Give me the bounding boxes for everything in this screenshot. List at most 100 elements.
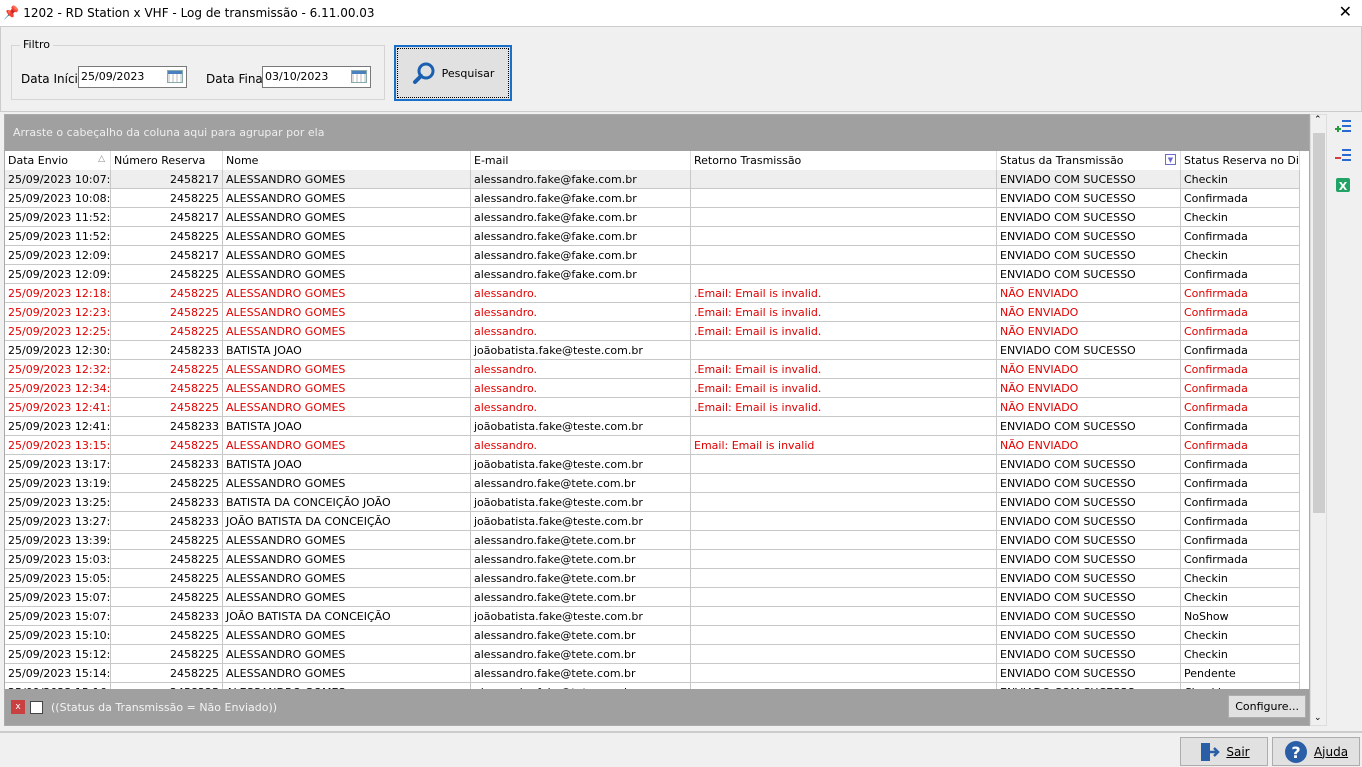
column-header-status-transmissao[interactable]: Status da Transmissão ▼ [997,151,1181,170]
table-cell: Confirmada [1181,398,1300,417]
table-row[interactable]: 25/09/2023 12:09:262458217ALESSANDRO GOM… [5,246,1309,265]
table-cell: alessandro.fake@tete.com.br [471,569,691,588]
table-cell: NÃO ENVIADO [997,398,1181,417]
exit-button[interactable]: Sair [1180,737,1268,766]
table-cell: 25/09/2023 12:09:26 [5,246,111,265]
clear-filter-icon[interactable]: x [11,700,25,714]
table-row[interactable]: 25/09/2023 11:52:352458225ALESSANDRO GOM… [5,227,1309,246]
filter-icon[interactable]: ▼ [1165,154,1176,165]
excel-export-icon[interactable]: X [1333,175,1353,195]
table-row[interactable]: 25/09/2023 12:30:022458233BATISTA JOAOjo… [5,341,1309,360]
table-cell: Checkin [1181,626,1300,645]
expand-rows-icon[interactable] [1333,117,1353,137]
column-header-nome[interactable]: Nome [223,151,471,170]
column-header-data-envio[interactable]: Data Envio △ [5,151,111,170]
table-cell: 25/09/2023 12:41:07 [5,417,111,436]
help-button[interactable]: ? Ajuda [1272,737,1360,766]
table-row[interactable]: 25/09/2023 13:17:372458233BATISTA JOAOjo… [5,455,1309,474]
column-header-status-reserva[interactable]: Status Reserva no Dia [1181,151,1300,170]
table-row[interactable]: 25/09/2023 10:08:132458225ALESSANDRO GOM… [5,189,1309,208]
table-row[interactable]: 25/09/2023 15:14:212458225ALESSANDRO GOM… [5,664,1309,683]
table-cell: ALESSANDRO GOMES [223,645,471,664]
table-cell [691,588,997,607]
column-header-numero-reserva[interactable]: Número Reserva [111,151,223,170]
collapse-rows-icon[interactable] [1333,146,1353,166]
table-cell: alessandro. [471,436,691,455]
help-label: Ajuda [1313,744,1349,759]
table-cell: Checkin [1181,170,1300,189]
scroll-thumb[interactable] [1313,133,1325,513]
table-cell [691,265,997,284]
table-row[interactable]: 25/09/2023 13:25:292458233BATISTA DA CON… [5,493,1309,512]
vertical-scrollbar[interactable]: ⌃ ⌄ [1310,114,1327,726]
table-cell: 2458225 [111,379,223,398]
window-title: 1202 - RD Station x VHF - Log de transmi… [23,6,375,20]
table-cell: 2458225 [111,227,223,246]
calendar-icon[interactable] [167,70,183,83]
table-row[interactable]: 25/09/2023 12:34:102458225ALESSANDRO GOM… [5,379,1309,398]
end-date-field[interactable]: 03/10/2023 [262,66,371,88]
table-row[interactable]: 25/09/2023 15:05:512458225ALESSANDRO GOM… [5,569,1309,588]
table-cell: alessandro.fake@fake.com.br [471,189,691,208]
table-row[interactable]: 25/09/2023 10:07:532458217ALESSANDRO GOM… [5,170,1309,189]
table-cell: 25/09/2023 12:30:02 [5,341,111,360]
table-cell: 25/09/2023 11:52:35 [5,208,111,227]
search-button[interactable]: Pesquisar [394,45,512,101]
scroll-down-icon[interactable]: ⌄ [1314,713,1322,723]
table-row[interactable]: 25/09/2023 15:10:082458225ALESSANDRO GOM… [5,626,1309,645]
table-cell: alessandro. [471,284,691,303]
table-cell: joãobatista.fake@teste.com.br [471,455,691,474]
table-row[interactable]: 25/09/2023 13:39:512458225ALESSANDRO GOM… [5,531,1309,550]
table-cell: Confirmada [1181,189,1300,208]
table-cell: 2458225 [111,474,223,493]
table-cell: 25/09/2023 13:19:41 [5,474,111,493]
table-row[interactable]: 25/09/2023 12:41:072458233BATISTA JOAOjo… [5,417,1309,436]
table-row[interactable]: 25/09/2023 15:12:142458225ALESSANDRO GOM… [5,645,1309,664]
table-cell: Checkin [1181,645,1300,664]
table-cell [691,208,997,227]
table-row[interactable]: 25/09/2023 13:19:412458225ALESSANDRO GOM… [5,474,1309,493]
table-cell: joãobatista.fake@teste.com.br [471,607,691,626]
table-cell: alessandro.fake@fake.com.br [471,208,691,227]
table-row[interactable]: 25/09/2023 15:03:472458225ALESSANDRO GOM… [5,550,1309,569]
column-header-retorno[interactable]: Retorno Trasmissão [691,151,997,170]
table-row[interactable]: 25/09/2023 13:15:352458225ALESSANDRO GOM… [5,436,1309,455]
table-row[interactable]: 25/09/2023 11:52:352458217ALESSANDRO GOM… [5,208,1309,227]
column-header-email[interactable]: E-mail [471,151,691,170]
table-row[interactable]: 25/09/2023 15:07:582458225ALESSANDRO GOM… [5,588,1309,607]
table-cell: alessandro.fake@tete.com.br [471,626,691,645]
table-cell: 25/09/2023 13:39:51 [5,531,111,550]
table-cell: 25/09/2023 12:34:10 [5,379,111,398]
close-icon[interactable]: ✕ [1338,2,1352,21]
filter-expression[interactable]: ((Status da Transmissão = Não Enviado)) [51,700,278,714]
table-cell: ALESSANDRO GOMES [223,360,471,379]
table-cell: 25/09/2023 10:08:13 [5,189,111,208]
table-cell: 25/09/2023 15:12:14 [5,645,111,664]
table-cell [691,246,997,265]
table-cell: ENVIADO COM SUCESSO [997,341,1181,360]
filter-enable-checkbox[interactable] [30,700,43,714]
svg-text:X: X [1339,180,1348,193]
configure-button[interactable]: Configure... [1228,695,1306,718]
table-cell: ENVIADO COM SUCESSO [997,588,1181,607]
table-row[interactable]: 25/09/2023 12:25:362458225ALESSANDRO GOM… [5,322,1309,341]
table-row[interactable]: 25/09/2023 15:07:582458233JOÃO BATISTA D… [5,607,1309,626]
group-by-area[interactable]: Arraste o cabeçalho da coluna aqui para … [5,115,1309,151]
table-row[interactable]: 25/09/2023 12:23:332458225ALESSANDRO GOM… [5,303,1309,322]
table-cell: BATISTA JOAO [223,455,471,474]
table-row[interactable]: 25/09/2023 12:32:062458225ALESSANDRO GOM… [5,360,1309,379]
table-row[interactable]: 25/09/2023 12:41:072458225ALESSANDRO GOM… [5,398,1309,417]
table-cell: 2458225 [111,265,223,284]
table-cell: ENVIADO COM SUCESSO [997,645,1181,664]
scroll-up-icon[interactable]: ⌃ [1314,115,1322,125]
table-cell: 25/09/2023 10:07:53 [5,170,111,189]
table-cell: 25/09/2023 15:10:08 [5,626,111,645]
table-cell: 2458217 [111,246,223,265]
calendar-icon[interactable] [351,70,367,83]
table-cell: ENVIADO COM SUCESSO [997,531,1181,550]
table-row[interactable]: 25/09/2023 12:09:262458225ALESSANDRO GOM… [5,265,1309,284]
table-row[interactable]: 25/09/2023 12:18:552458225ALESSANDRO GOM… [5,284,1309,303]
table-cell: ALESSANDRO GOMES [223,189,471,208]
start-date-field[interactable]: 25/09/2023 [78,66,187,88]
table-row[interactable]: 25/09/2023 13:27:332458233JOÃO BATISTA D… [5,512,1309,531]
